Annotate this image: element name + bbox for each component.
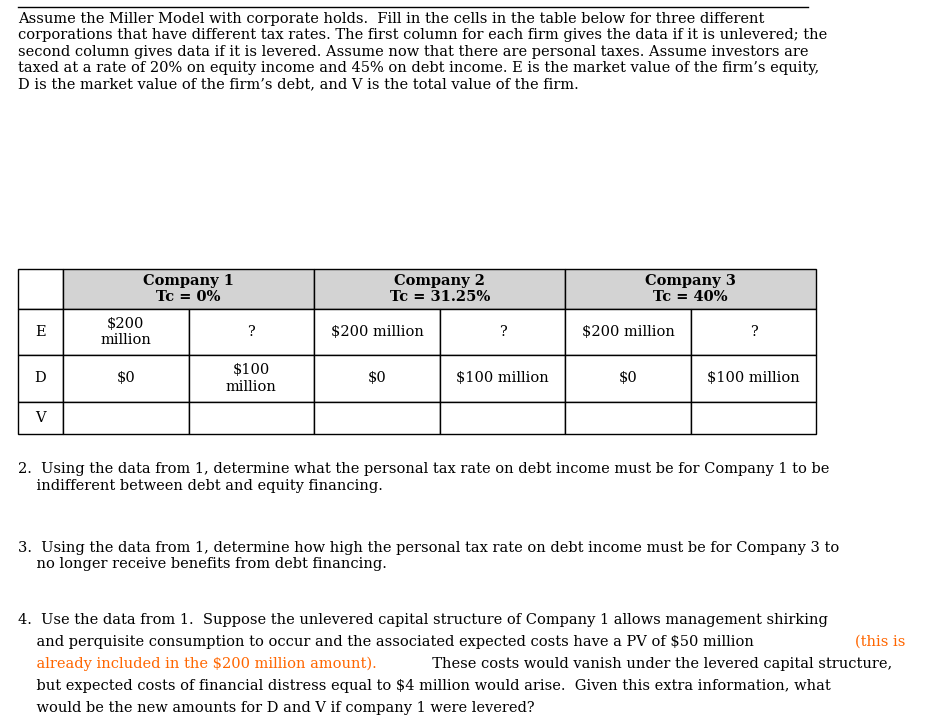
Text: $200 million: $200 million <box>582 325 675 339</box>
Text: V: V <box>35 411 46 425</box>
Text: (this is: (this is <box>854 635 905 649</box>
FancyBboxPatch shape <box>18 355 63 402</box>
Text: 2.  Using the data from 1, determine what the personal tax rate on debt income m: 2. Using the data from 1, determine what… <box>18 462 829 492</box>
Text: $100 million: $100 million <box>456 372 549 385</box>
FancyBboxPatch shape <box>63 402 189 434</box>
FancyBboxPatch shape <box>18 402 63 434</box>
FancyBboxPatch shape <box>314 355 440 402</box>
Text: ?: ? <box>750 325 758 339</box>
Text: and perquisite consumption to occur and the associated expected costs have a PV : and perquisite consumption to occur and … <box>18 635 759 649</box>
Text: These costs would vanish under the levered capital structure,: These costs would vanish under the lever… <box>423 657 892 671</box>
Text: already included in the $200 million amount).: already included in the $200 million amo… <box>18 657 377 671</box>
FancyBboxPatch shape <box>189 402 314 434</box>
FancyBboxPatch shape <box>440 355 565 402</box>
FancyBboxPatch shape <box>314 309 440 355</box>
Text: $100
million: $100 million <box>226 364 277 394</box>
FancyBboxPatch shape <box>565 309 691 355</box>
Text: D: D <box>35 372 46 385</box>
Text: ?: ? <box>498 325 507 339</box>
FancyBboxPatch shape <box>691 355 816 402</box>
FancyBboxPatch shape <box>314 402 440 434</box>
Text: ?: ? <box>247 325 256 339</box>
Text: $200
million: $200 million <box>101 317 151 347</box>
FancyBboxPatch shape <box>314 269 565 309</box>
Text: $0: $0 <box>368 372 386 385</box>
FancyBboxPatch shape <box>63 309 189 355</box>
FancyBboxPatch shape <box>565 355 691 402</box>
Text: $0: $0 <box>117 372 135 385</box>
Text: 3.  Using the data from 1, determine how high the personal tax rate on debt inco: 3. Using the data from 1, determine how … <box>18 541 839 571</box>
Text: 4.  Use the data from 1.  Suppose the unlevered capital structure of Company 1 a: 4. Use the data from 1. Suppose the unle… <box>18 613 828 626</box>
FancyBboxPatch shape <box>18 269 63 309</box>
Text: Assume the Miller Model with corporate holds.  Fill in the cells in the table be: Assume the Miller Model with corporate h… <box>18 12 827 91</box>
Text: Company 3
Tc = 40%: Company 3 Tc = 40% <box>646 274 736 305</box>
Text: $100 million: $100 million <box>707 372 800 385</box>
Text: $200 million: $200 million <box>331 325 423 339</box>
FancyBboxPatch shape <box>565 269 816 309</box>
Text: would be the new amounts for D and V if company 1 were levered?: would be the new amounts for D and V if … <box>18 701 535 715</box>
Text: E: E <box>35 325 46 339</box>
Text: Company 2
Tc = 31.25%: Company 2 Tc = 31.25% <box>389 274 490 305</box>
FancyBboxPatch shape <box>440 402 565 434</box>
FancyBboxPatch shape <box>189 355 314 402</box>
FancyBboxPatch shape <box>63 269 314 309</box>
FancyBboxPatch shape <box>691 309 816 355</box>
FancyBboxPatch shape <box>565 402 691 434</box>
Text: Company 1
Tc = 0%: Company 1 Tc = 0% <box>143 274 234 305</box>
FancyBboxPatch shape <box>691 402 816 434</box>
FancyBboxPatch shape <box>440 309 565 355</box>
Text: but expected costs of financial distress equal to $4 million would arise.  Given: but expected costs of financial distress… <box>18 679 831 693</box>
Text: $0: $0 <box>619 372 637 385</box>
FancyBboxPatch shape <box>189 309 314 355</box>
FancyBboxPatch shape <box>63 355 189 402</box>
FancyBboxPatch shape <box>18 309 63 355</box>
